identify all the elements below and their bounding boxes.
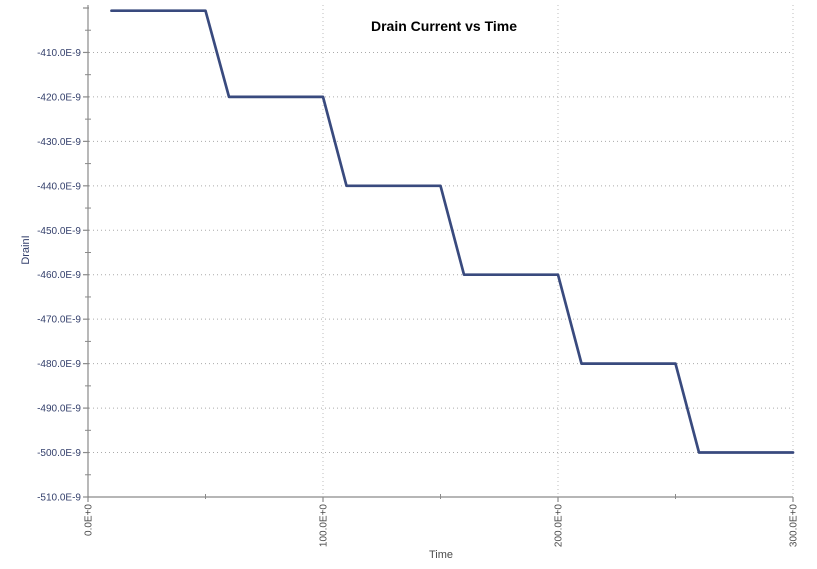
y-tick-label: -490.0E-9 bbox=[37, 404, 81, 415]
chart-title: Drain Current vs Time bbox=[371, 18, 517, 34]
y-tick-label: -420.0E-9 bbox=[37, 92, 81, 103]
tick-marks bbox=[83, 7, 794, 502]
x-axis-title: Time bbox=[429, 549, 453, 561]
y-tick-label: -450.0E-9 bbox=[37, 226, 81, 237]
y-axis-title: DrainI bbox=[20, 235, 32, 264]
y-tick-label: -440.0E-9 bbox=[37, 181, 81, 192]
y-tick-label: -510.0E-9 bbox=[37, 493, 81, 504]
y-tick-label: -480.0E-9 bbox=[37, 359, 81, 370]
gridlines bbox=[89, 5, 794, 496]
x-tick-label: 300.0E+0 bbox=[789, 504, 800, 548]
x-tick-label: 0.0E+0 bbox=[84, 504, 95, 536]
y-tick-label: -430.0E-9 bbox=[37, 137, 81, 148]
axis-lines bbox=[87, 5, 793, 498]
x-tick-label: 100.0E+0 bbox=[319, 504, 330, 548]
x-tick-labels: 0.0E+0 100.0E+0 200.0E+0 300.0E+0 bbox=[84, 504, 800, 548]
y-tick-label: -470.0E-9 bbox=[37, 315, 81, 326]
y-tick-label: -500.0E-9 bbox=[37, 448, 81, 459]
data-series-line bbox=[110, 9, 795, 454]
y-tick-label: -410.0E-9 bbox=[37, 48, 81, 59]
y-tick-labels: -410.0E-9 -420.0E-9 -430.0E-9 -440.0E-9 -450… bbox=[37, 48, 81, 504]
x-tick-label: 200.0E+0 bbox=[554, 504, 565, 548]
y-tick-label: -460.0E-9 bbox=[37, 270, 81, 281]
